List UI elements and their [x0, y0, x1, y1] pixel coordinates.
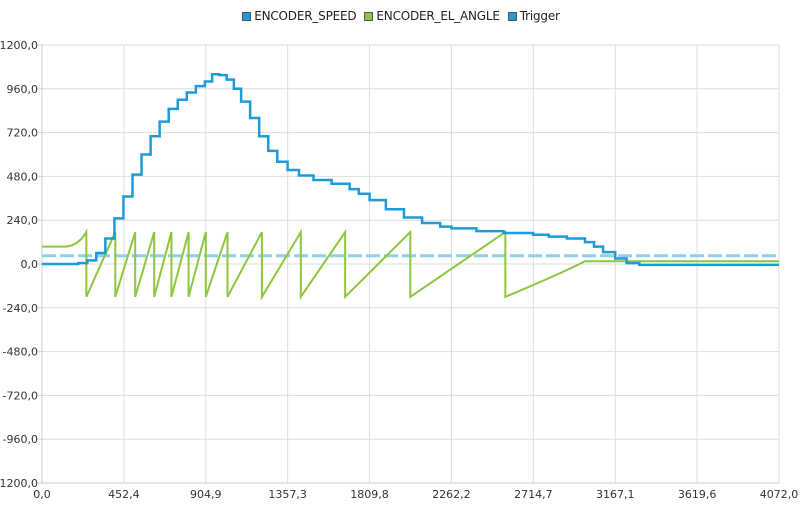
legend-swatch-icon — [507, 11, 517, 21]
legend: ENCODER_SPEED ENCODER_EL_ANGLE Trigger — [0, 9, 802, 23]
y-tick-label: 240,0 — [7, 214, 39, 227]
legend-label: Trigger — [519, 9, 560, 23]
y-tick-label: -960,0 — [3, 433, 38, 446]
x-tick-label: 1809,8 — [350, 488, 389, 501]
y-tick-label: -240,0 — [3, 302, 38, 315]
y-tick-label: -1200,0 — [0, 477, 38, 490]
x-tick-label: 2714,7 — [514, 488, 553, 501]
x-tick-label: 1357,3 — [268, 488, 307, 501]
legend-swatch-icon — [364, 11, 374, 21]
y-tick-label: 0,0 — [21, 258, 39, 271]
x-tick-label: 3619,6 — [678, 488, 717, 501]
y-tick-label: 480,0 — [7, 170, 39, 183]
y-tick-label: 720,0 — [7, 127, 39, 140]
legend-swatch-icon — [242, 11, 252, 21]
x-tick-label: 904,9 — [190, 488, 222, 501]
x-tick-label: 4072,0 — [760, 488, 799, 501]
encoder-el-angle-line — [42, 228, 779, 301]
legend-label: ENCODER_SPEED — [254, 9, 357, 23]
encoder-speed-line — [42, 72, 779, 267]
legend-item-encoder-speed[interactable]: ENCODER_SPEED — [242, 9, 357, 23]
y-tick-label: 1200,0 — [0, 39, 38, 52]
y-tick-label: -480,0 — [3, 346, 38, 359]
x-tick-label: 2262,2 — [432, 488, 471, 501]
x-tick-label: 0,0 — [33, 488, 51, 501]
legend-label: ENCODER_EL_ANGLE — [376, 9, 500, 23]
legend-item-encoder-el-angle[interactable]: ENCODER_EL_ANGLE — [364, 9, 500, 23]
y-tick-label: 960,0 — [7, 83, 39, 96]
legend-item-trigger[interactable]: Trigger — [507, 9, 560, 23]
y-tick-label: -720,0 — [3, 389, 38, 402]
x-tick-label: 3167,1 — [596, 488, 635, 501]
x-tick-label: 452,4 — [108, 488, 140, 501]
